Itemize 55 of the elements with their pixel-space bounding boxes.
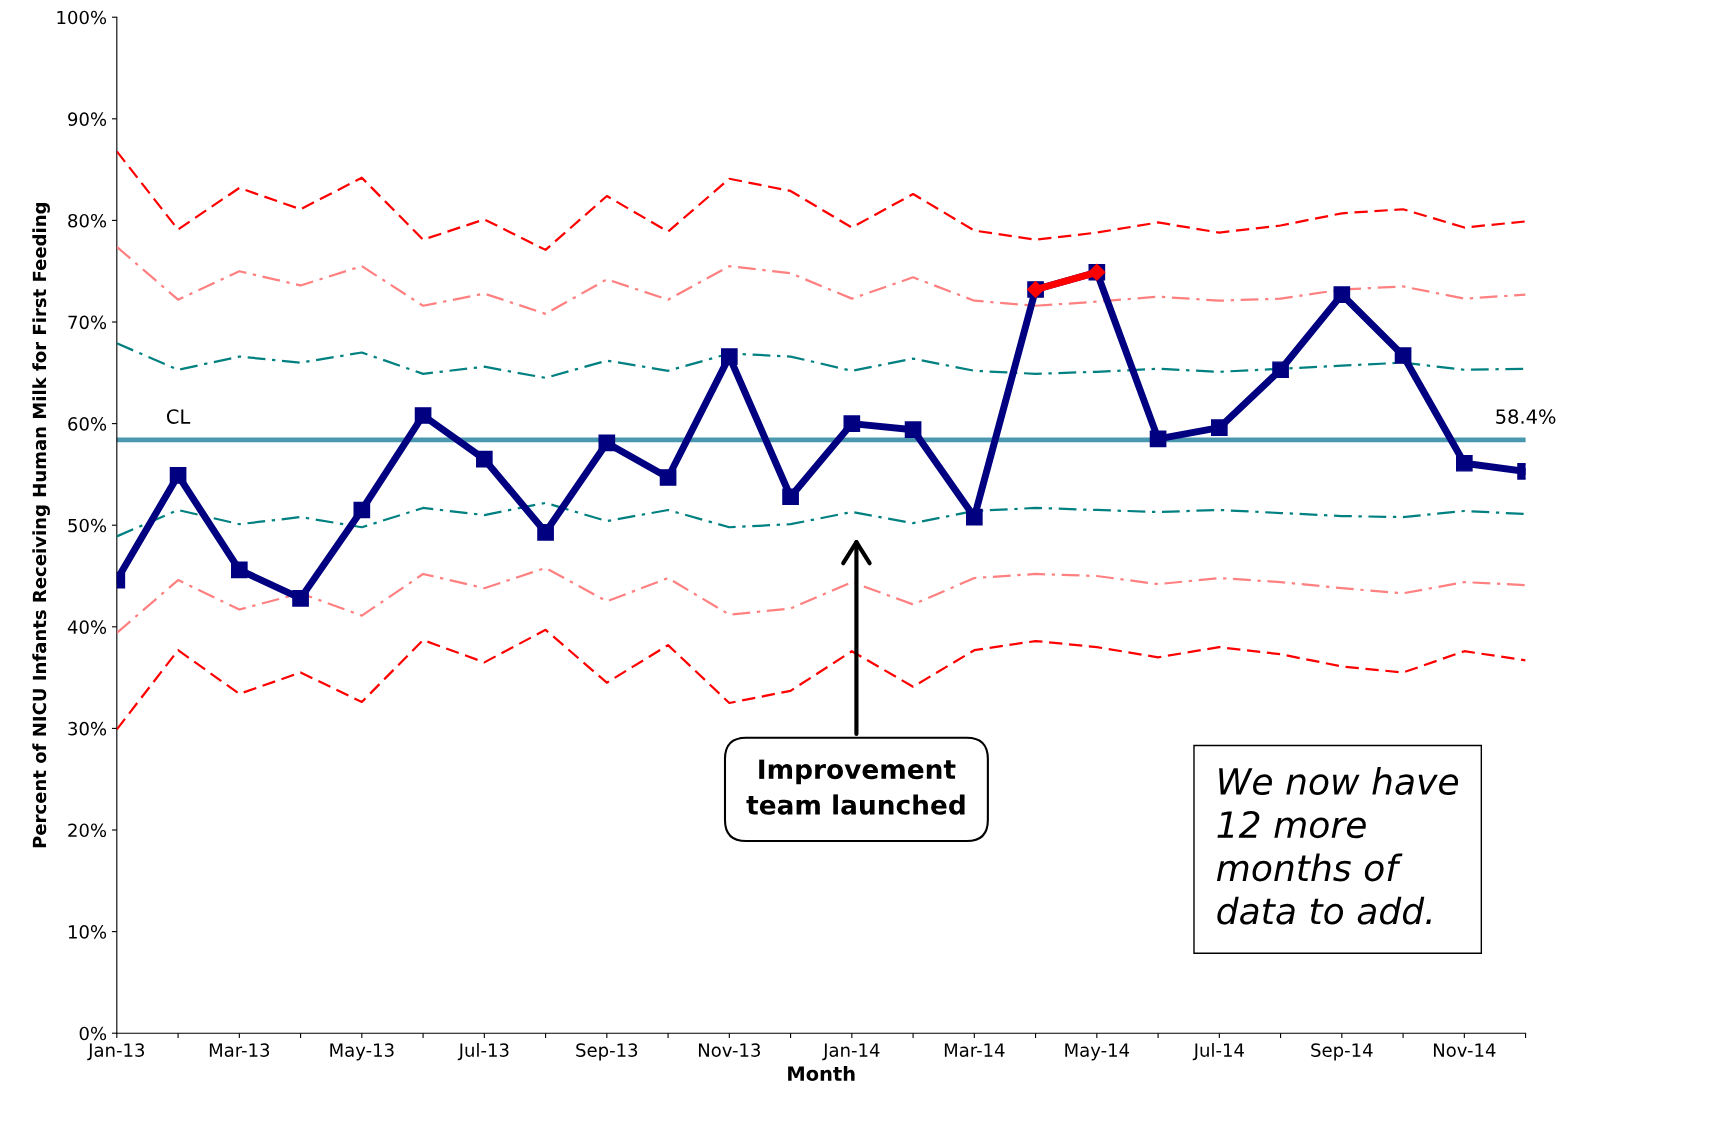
x-tick-label: Jul-13 bbox=[457, 1042, 509, 1061]
point bbox=[720, 348, 738, 365]
point bbox=[598, 434, 616, 452]
line-series bbox=[116, 628, 1526, 731]
x-tick-label: May-14 bbox=[1065, 1043, 1130, 1061]
x-tick-label: Jan-14 bbox=[822, 1043, 880, 1061]
point bbox=[475, 450, 493, 468]
line-series bbox=[116, 566, 1526, 635]
annotation: 58.4% bbox=[1496, 409, 1556, 424]
point bbox=[353, 501, 371, 519]
annotation: Improvement team launched bbox=[746, 759, 965, 815]
y-tick-label: 90% bbox=[68, 112, 107, 126]
point bbox=[782, 488, 799, 506]
point bbox=[904, 421, 922, 439]
y-tick-label: 0% bbox=[79, 1026, 107, 1041]
x-tick-label: Sep-14 bbox=[1311, 1043, 1373, 1061]
point bbox=[1394, 347, 1412, 364]
line-series bbox=[116, 501, 1526, 538]
point bbox=[292, 590, 309, 607]
x-tick-label: Jan-13 bbox=[87, 1043, 145, 1061]
point bbox=[1455, 454, 1473, 472]
y-tick-label: 50% bbox=[68, 518, 107, 533]
y-tick-label: 60% bbox=[68, 417, 107, 431]
y-tick-label: 20% bbox=[68, 823, 107, 838]
line-series bbox=[116, 245, 1526, 315]
x-axis-title: Month bbox=[788, 1065, 855, 1081]
ref-line-label: CL bbox=[166, 409, 191, 424]
point bbox=[1333, 286, 1351, 303]
line-series bbox=[116, 342, 1526, 379]
point bbox=[1210, 419, 1228, 437]
x-tick-label: Sep-13 bbox=[576, 1043, 638, 1061]
y-tick-label: 30% bbox=[68, 721, 107, 736]
point bbox=[169, 467, 187, 484]
point bbox=[537, 523, 554, 541]
point bbox=[414, 407, 432, 424]
point bbox=[230, 561, 248, 579]
point bbox=[965, 508, 983, 526]
y-tick-label: 10% bbox=[68, 925, 107, 939]
point bbox=[1149, 430, 1167, 448]
annotation: We now have 12 more months of data to add. bbox=[1216, 767, 1459, 925]
x-tick-label: Mar-13 bbox=[209, 1043, 270, 1057]
x-tick-label: Mar-14 bbox=[944, 1043, 1005, 1057]
y-axis-title: Percent of NICU Infants Receiving Human Milk for First Feeding bbox=[32, 203, 50, 848]
x-tick-label: Nov-13 bbox=[698, 1043, 761, 1057]
line-series bbox=[116, 150, 1526, 251]
y-tick-label: 40% bbox=[67, 620, 107, 634]
x-tick-label: Nov-14 bbox=[1433, 1043, 1496, 1057]
y-tick-label: 70% bbox=[68, 315, 107, 330]
x-tick-label: Jul-14 bbox=[1192, 1042, 1244, 1061]
x-tick-label: May-13 bbox=[330, 1043, 394, 1061]
y-tick-label: 100% bbox=[57, 10, 107, 25]
y-tick-label: 80% bbox=[68, 213, 107, 228]
point bbox=[1272, 361, 1289, 379]
point bbox=[843, 415, 861, 432]
point bbox=[659, 469, 677, 486]
